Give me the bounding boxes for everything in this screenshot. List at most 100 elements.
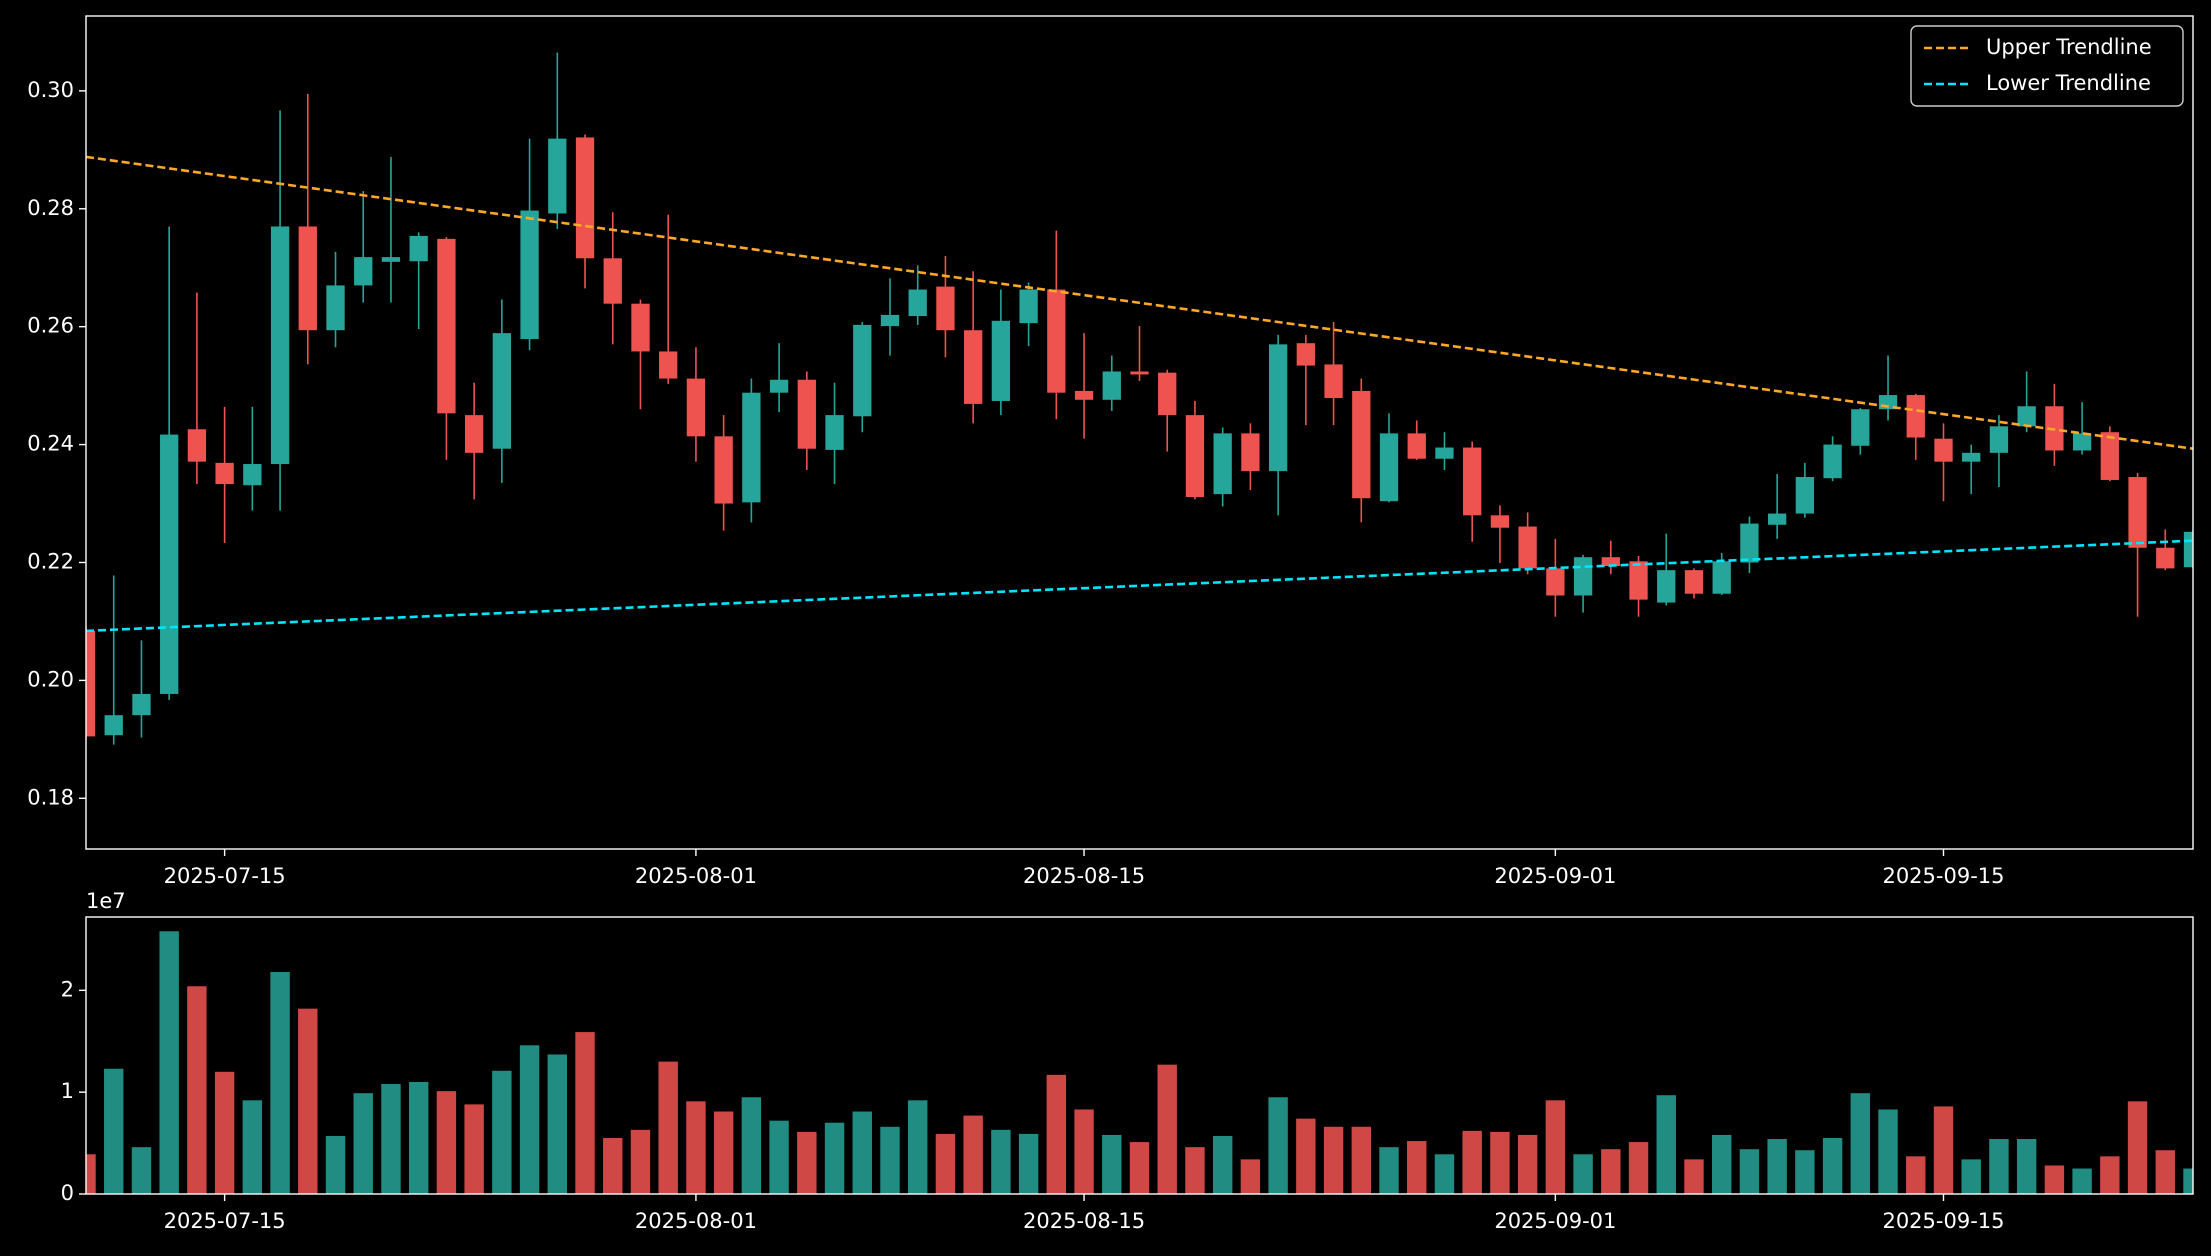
volume-bar xyxy=(1989,1139,2009,1194)
volume-bar xyxy=(1906,1156,1926,1194)
volume-bar xyxy=(325,1135,346,1194)
candle-body xyxy=(1379,433,1399,502)
x-tick-label: 2025-09-15 xyxy=(1882,864,2004,888)
volume-bar xyxy=(1407,1141,1427,1194)
candle-body xyxy=(1019,289,1038,324)
candle-body xyxy=(742,392,761,503)
candle-body xyxy=(1268,344,1288,472)
volume-bar xyxy=(603,1137,623,1194)
candle-body xyxy=(1158,372,1177,416)
volume-bar xyxy=(353,1093,373,1194)
candle-body xyxy=(1352,390,1371,499)
candle-body xyxy=(326,285,345,331)
x-tick-label: 2025-07-15 xyxy=(164,1209,286,1233)
candle-body xyxy=(548,138,567,214)
volume-bar xyxy=(1795,1150,1815,1194)
volume-bar xyxy=(187,986,207,1194)
volume-bar xyxy=(1129,1142,1150,1194)
candle-body xyxy=(2183,531,2193,568)
candle-body xyxy=(1241,433,1260,472)
candle-body xyxy=(853,324,872,417)
volume-bar xyxy=(2155,1150,2175,1194)
x-tick-label: 2025-09-01 xyxy=(1494,864,1616,888)
candle-body xyxy=(1851,409,1870,446)
candle-body xyxy=(603,258,622,304)
candle-body xyxy=(991,320,1011,401)
volume-bar xyxy=(1018,1133,1039,1194)
candle-body xyxy=(880,314,900,327)
volume-bar xyxy=(270,971,290,1194)
candle-body xyxy=(243,464,262,486)
candle-body xyxy=(1324,364,1343,399)
volume-bar xyxy=(104,1068,124,1194)
volume-bar xyxy=(1628,1142,1649,1194)
volume-bar xyxy=(408,1081,429,1194)
volume-bar xyxy=(1767,1139,1787,1194)
volume-bar xyxy=(908,1100,928,1194)
x-tick-label: 2025-07-15 xyxy=(164,864,286,888)
candle-body xyxy=(1906,395,1925,438)
volume-bar xyxy=(880,1126,900,1194)
volume-bar xyxy=(86,1154,96,1194)
candle-body xyxy=(464,415,484,453)
candle-body xyxy=(769,379,789,393)
volume-bar xyxy=(2127,1101,2148,1194)
volume-bar xyxy=(575,1032,595,1194)
candle-body xyxy=(1102,371,1121,400)
volume-bar xyxy=(991,1129,1011,1194)
candle-body xyxy=(1767,513,1787,525)
candle-body xyxy=(2128,477,2147,548)
volume-bar xyxy=(1240,1159,1261,1194)
volume-bar xyxy=(1822,1137,1843,1194)
x-tick-label: 2025-08-01 xyxy=(635,864,757,888)
volume-bar xyxy=(1102,1134,1122,1194)
candle-body xyxy=(2100,432,2119,480)
x-tick-label: 2025-08-15 xyxy=(1023,864,1145,888)
trendline xyxy=(86,539,2193,633)
legend: Upper Trendline Lower Trendline xyxy=(1910,25,2184,107)
y-tick-label: 0.30 xyxy=(27,78,74,102)
y-tick-label: 2 xyxy=(61,977,74,1001)
volume-bar xyxy=(658,1061,678,1194)
volume-bar xyxy=(1684,1159,1704,1194)
y-tick-label: 0.20 xyxy=(27,667,74,691)
candle-body xyxy=(86,630,96,737)
trendline xyxy=(86,155,2193,450)
candle-body xyxy=(659,351,678,379)
volume-bar xyxy=(1157,1064,1177,1194)
candle-body xyxy=(1518,526,1537,569)
legend-label: Lower Trendline xyxy=(1986,71,2151,95)
volume-bar xyxy=(1379,1147,1399,1194)
volume-bar xyxy=(1268,1097,1288,1194)
candle-body xyxy=(270,226,290,465)
volume-plot xyxy=(86,931,2193,1194)
volume-bar xyxy=(1462,1130,1482,1194)
legend-box xyxy=(1910,25,2184,107)
candle-body xyxy=(215,462,234,485)
volume-frame xyxy=(85,916,2194,1195)
volume-bar xyxy=(1711,1134,1732,1194)
volume-bar xyxy=(1212,1135,1233,1194)
price-frame xyxy=(85,15,2194,850)
candle-body xyxy=(1463,447,1482,516)
candle-body xyxy=(1185,415,1205,498)
volume-bar xyxy=(1074,1109,1094,1194)
volume-bar xyxy=(1323,1126,1344,1194)
candle-body xyxy=(1130,371,1149,375)
volume-bar xyxy=(1573,1154,1593,1194)
y-tick-label: 0 xyxy=(61,1181,74,1205)
candle-body xyxy=(1047,289,1066,393)
volume-bar xyxy=(1656,1095,1676,1194)
volume-bar xyxy=(464,1104,484,1194)
volume-bar xyxy=(1850,1093,1871,1194)
candle-body xyxy=(1823,444,1842,479)
volume-bar xyxy=(1545,1100,1566,1194)
x-tick-label: 2025-09-15 xyxy=(1882,1209,2004,1233)
y-tick-label: 1 xyxy=(61,1079,74,1103)
x-tick-label: 2025-09-01 xyxy=(1494,1209,1616,1233)
candle-body xyxy=(936,286,955,331)
candle-body xyxy=(381,257,401,262)
candle-body xyxy=(1601,557,1620,567)
volume-bar xyxy=(1601,1149,1621,1194)
